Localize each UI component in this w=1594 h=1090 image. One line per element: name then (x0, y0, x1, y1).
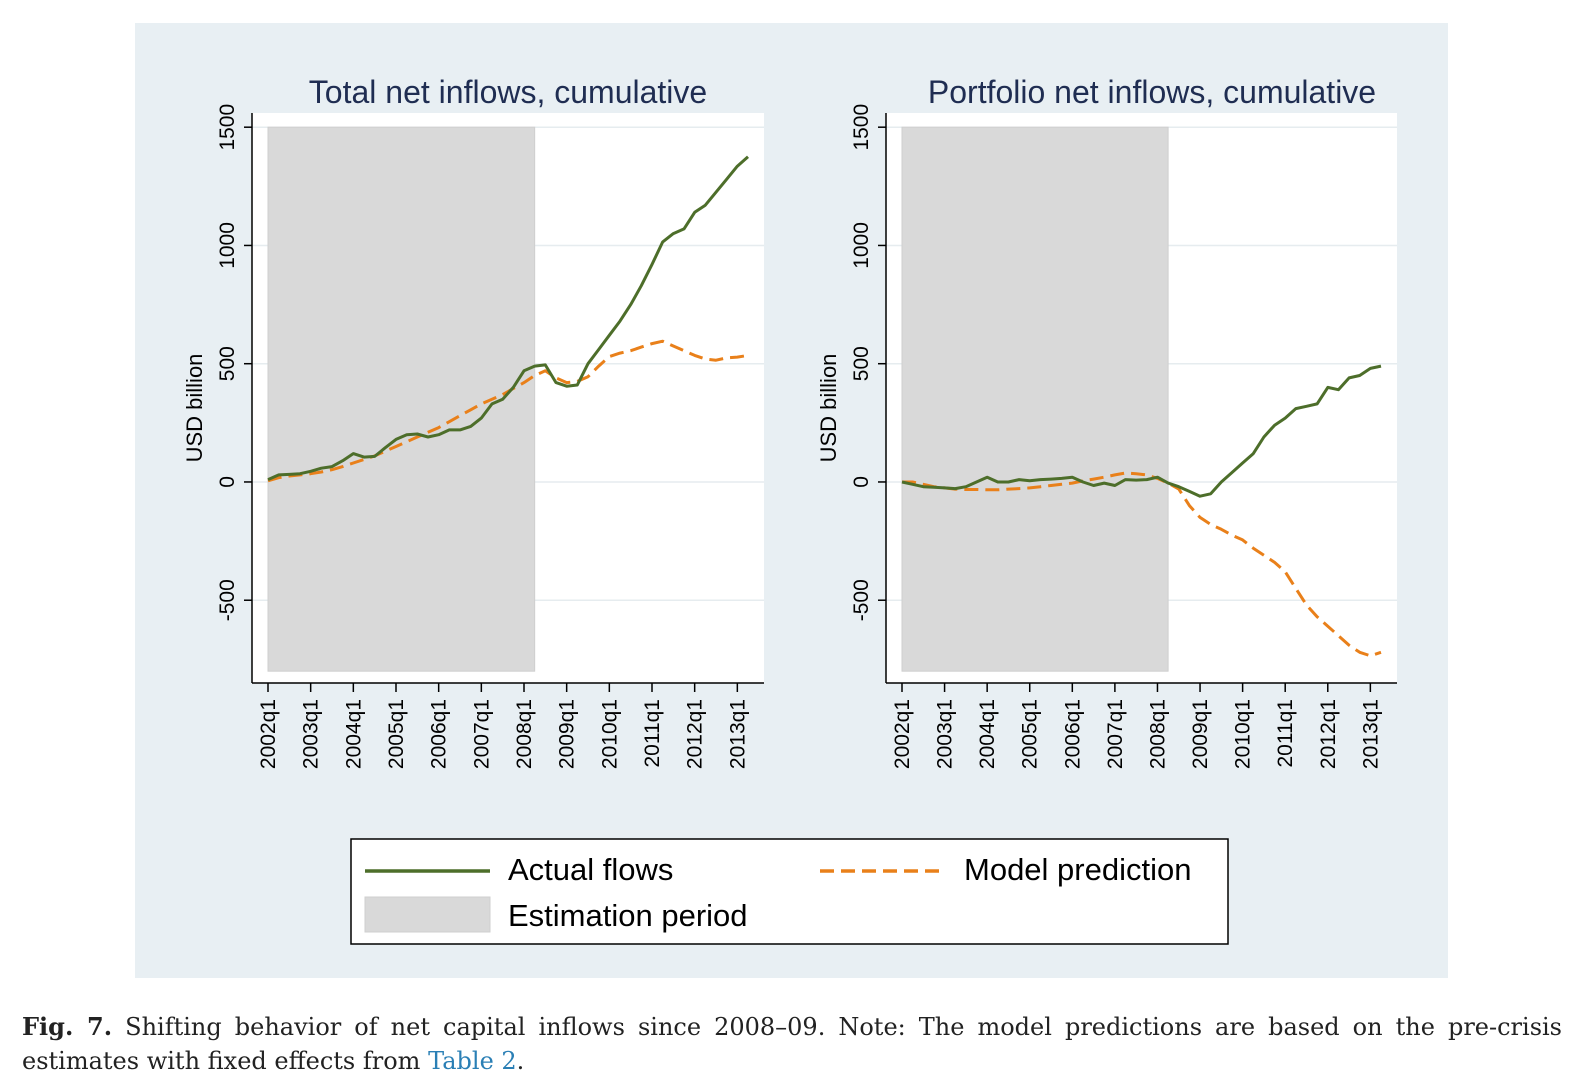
model-prediction-line (902, 471, 1382, 658)
legend-actual-label: Actual flows (508, 852, 673, 887)
actual-flows-line (901, 364, 1382, 498)
x-tick-label: 2005q1 (1019, 699, 1042, 769)
x-tick-label: 2004q1 (976, 699, 999, 769)
caption-table-link[interactable]: Table 2 (428, 1047, 517, 1075)
y-tick-label: 500 (216, 346, 239, 381)
x-tick-label: 2013q1 (1359, 699, 1382, 769)
legend-model-label: Model prediction (964, 852, 1191, 887)
chart-1: -500 0 500 1000 1500 2002q1 2003q1 2004q1 2005q1… (182, 74, 764, 769)
x-tick-label: 2006q1 (1061, 699, 1084, 769)
y-axis-title: USD billion (816, 354, 841, 463)
y-tick-label: -500 (850, 579, 873, 621)
legend-estimation-label: Estimation period (508, 898, 748, 933)
chart-title: Portfolio net inflows, cumulative (928, 74, 1376, 110)
x-tick-label: 2008q1 (1146, 699, 1169, 769)
y-tick-label: 1000 (850, 222, 873, 269)
x-tick-label: 2004q1 (342, 699, 365, 769)
x-tick-label: 2011q1 (1274, 699, 1297, 768)
y-axis-title: USD billion (182, 354, 207, 463)
caption-figure-label: Fig. 7. (22, 1012, 113, 1041)
y-tick-label: 0 (850, 476, 873, 488)
x-tick-label: 2009q1 (1189, 699, 1212, 769)
actual-flows-line (267, 155, 749, 481)
x-tick-label: 2002q1 (891, 699, 914, 769)
x-tick-label: 2007q1 (470, 699, 493, 769)
x-tick-label: 2009q1 (556, 699, 579, 769)
figure: -500 0 500 1000 1500 2002q1 2003q1 2004q1 2005q1… (135, 23, 1448, 978)
y-tick-label: 500 (850, 346, 873, 381)
chart-title: Total net inflows, cumulative (309, 74, 707, 110)
x-tick-label: 2002q1 (257, 699, 280, 769)
chart-2: -500 0 500 1000 1500 2002q1 2003q1 2004q1 2005q1… (816, 74, 1397, 769)
x-tick-label: 2010q1 (598, 699, 621, 769)
x-tick-label: 2006q1 (428, 699, 451, 769)
caption-end: . (516, 1047, 525, 1075)
x-tick-label: 2003q1 (300, 699, 323, 769)
legend: Actual flows Model prediction Estimation… (350, 838, 1229, 945)
x-tick-label: 2010q1 (1232, 699, 1255, 769)
x-tick-label: 2005q1 (385, 699, 408, 769)
estimation-period-shade (901, 126, 1169, 672)
y-tick-label: 0 (216, 476, 239, 488)
x-tick-label: 2008q1 (513, 699, 536, 769)
legend-box (350, 838, 1229, 945)
x-tick-label: 2012q1 (1317, 699, 1340, 769)
y-tick-label: 1000 (216, 222, 239, 269)
y-tick-label: -500 (216, 579, 239, 621)
x-tick-label: 2012q1 (684, 699, 707, 769)
legend-estimation-swatch (364, 896, 491, 933)
x-tick-label: 2003q1 (934, 699, 957, 769)
x-tick-label: 2011q1 (641, 699, 664, 768)
figure-caption: Fig. 7. Shifting behavior of net capital… (22, 1010, 1562, 1078)
x-tick-label: 2007q1 (1104, 699, 1127, 769)
x-tick-label: 2013q1 (726, 699, 749, 769)
y-tick-label: 1500 (850, 104, 873, 151)
y-tick-label: 1500 (216, 104, 239, 151)
caption-text: Shifting behavior of net capital inflows… (22, 1013, 1562, 1075)
